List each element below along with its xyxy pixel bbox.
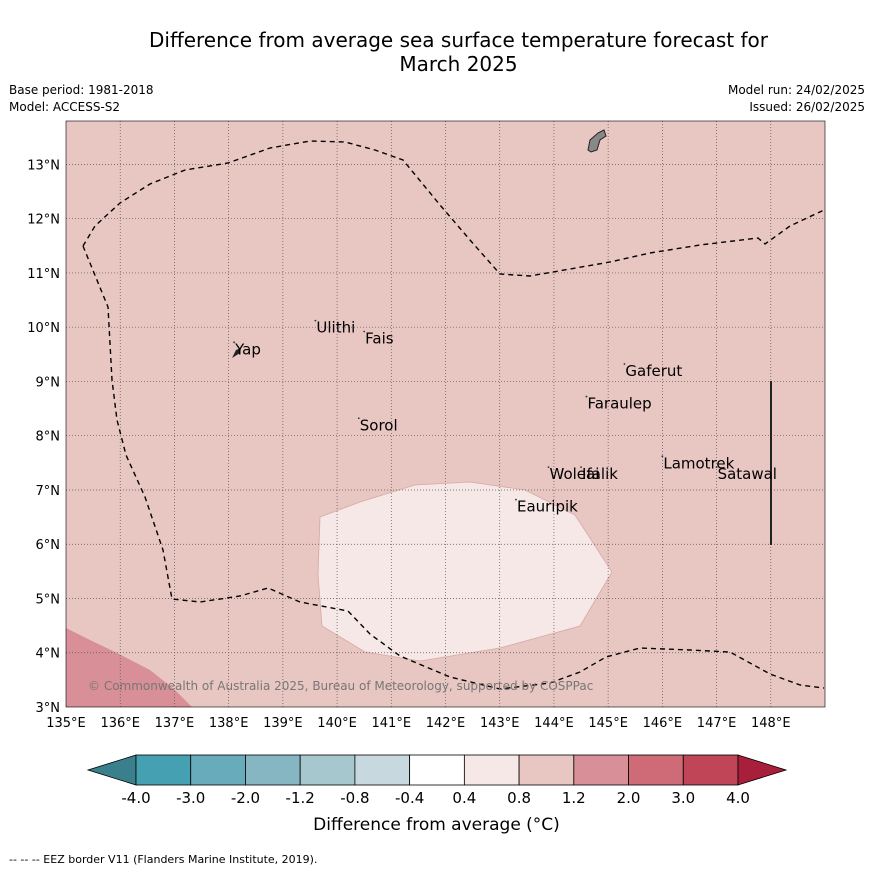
model-run: Model run: 24/02/2025 [727,83,865,97]
place-marker [357,417,360,420]
colorbar-extend-high [737,754,788,786]
lon-tick-label: 147°E [697,716,737,731]
place-label: Eauripik [517,498,578,516]
map-area: UlithiFaisYapGaferutFaraulepSorolLamotre… [66,121,825,707]
lat-tick-label: 5°N [36,592,61,607]
lat-tick-label: 11°N [27,267,60,282]
graticule [66,121,825,707]
place-marker [715,466,718,469]
colorbar-segment [628,754,684,786]
lat-tick-label: 12°N [27,213,60,228]
issued-date: Issued: 26/02/2025 [749,100,865,114]
place-label: Yap [234,340,261,358]
place-marker [580,466,582,469]
colorbar-segment [245,754,301,786]
place-marker [547,466,550,469]
copyright-notice: © Commonwealth of Australia 2025, Bureau… [88,679,593,693]
metadata-right: Model run: 24/02/2025 Issued: 26/02/2025 [728,82,865,116]
lon-tick-label: 143°E [480,716,520,731]
place-label: Satawal [718,465,777,483]
place-labels: UlithiFaisYapGaferutFaraulepSorolLamotre… [233,319,777,516]
colorbar-tick-label: -1.2 [286,789,315,807]
map-frame [65,120,826,708]
yap-island-shape [232,348,241,358]
place-marker [314,319,317,322]
colorbar-tick-label: -3.0 [176,789,205,807]
place-label: Gaferut [625,362,682,380]
place-label: Sorol [360,416,398,434]
colorbar-tick-label: -2.0 [231,789,260,807]
longitude-tick-labels: 135°E 136°E 137°E 138°E 139°E 140°E 141°E 142°E… [46,716,790,731]
lon-tick-label: 144°E [534,716,574,731]
title-line-1: Difference from average sea surface temp… [148,28,768,52]
lat-tick-label: 7°N [36,484,61,499]
place-marker [623,363,626,365]
lon-tick-label: 146°E [643,716,683,731]
lat-tick-label: 10°N [27,321,60,336]
title-line-2: March 2025 [399,52,518,76]
colorbar-segment [354,754,411,786]
place-marker [661,455,664,458]
lon-tick-label: 138°E [209,716,249,731]
place-label: Fais [365,329,394,347]
guam-island-shape [587,129,607,153]
place-marker [515,498,517,501]
lat-tick-label: 4°N [36,647,61,662]
colorbar: -4.0 -3.0 -2.0 -1.2 -0.8 -0.4 0.4 0.8 1.2 2.0 3.0 4… [86,754,788,807]
colorbar-segment [409,754,465,786]
lat-tick-label: 9°N [36,375,61,390]
lon-tick-label: 137°E [155,716,195,731]
colorbar-tick-label: -0.8 [340,789,369,807]
colorbar-segment [190,754,246,786]
colorbar-label: Difference from average (°C) [313,815,560,835]
model-name: Model: ACCESS-S2 [9,100,121,114]
colorbar-segment [135,754,192,786]
lon-tick-label: 145°E [588,716,628,731]
lat-tick-label: 6°N [36,538,61,553]
lon-tick-label: 140°E [317,716,357,731]
lon-tick-label: 148°E [751,716,791,731]
eez-border-line [82,140,825,690]
colorbar-extend-low [86,754,137,786]
colorbar-tick-label: 0.8 [507,789,531,807]
colorbar-tick-label: 4.0 [726,789,750,807]
place-label: Ulithi [316,319,355,337]
colorbar-segment [299,754,356,786]
lat-tick-label: 8°N [36,430,61,445]
colorbar-segment [518,754,575,786]
place-label: Woleai [550,465,600,483]
place-marker [233,341,235,344]
footer-note: -- -- -- EEZ border V11 (Flanders Marine… [9,853,318,866]
colorbar-tick-label: 2.0 [617,789,641,807]
colorbar-tick-label: -4.0 [121,789,150,807]
chart-title: Difference from average sea surface temp… [60,28,857,76]
colorbar-segment [573,754,629,786]
place-marker [363,330,366,333]
colorbar-segment [682,754,739,786]
colorbar-tick-label: -0.4 [395,789,424,807]
warm-anomaly-region [66,628,192,707]
latitude-tick-labels: 3°N 4°N 5°N 6°N 7°N 8°N 9°N 10°N 11°N 12°N 13°N [27,158,60,716]
lat-tick-label: 13°N [27,158,60,173]
place-label: Faraulep [587,395,651,413]
base-period: Base period: 1981-2018 [9,83,154,97]
colorbar-tick-label: 0.4 [452,789,476,807]
colorbar-tick-label: 3.0 [671,789,695,807]
place-label: Ifalik [582,465,618,483]
lon-tick-label: 142°E [426,716,466,731]
colorbar-segment [463,754,520,786]
lon-tick-label: 135°E [46,716,86,731]
lon-tick-label: 136°E [100,716,140,731]
place-marker [585,395,588,398]
lon-tick-label: 141°E [372,716,412,731]
lon-tick-label: 139°E [263,716,303,731]
colorbar-tick-label: 1.2 [562,789,586,807]
metadata-left: Base period: 1981-2018 Model: ACCESS-S2 [9,82,154,116]
lat-tick-label: 3°N [36,701,61,716]
